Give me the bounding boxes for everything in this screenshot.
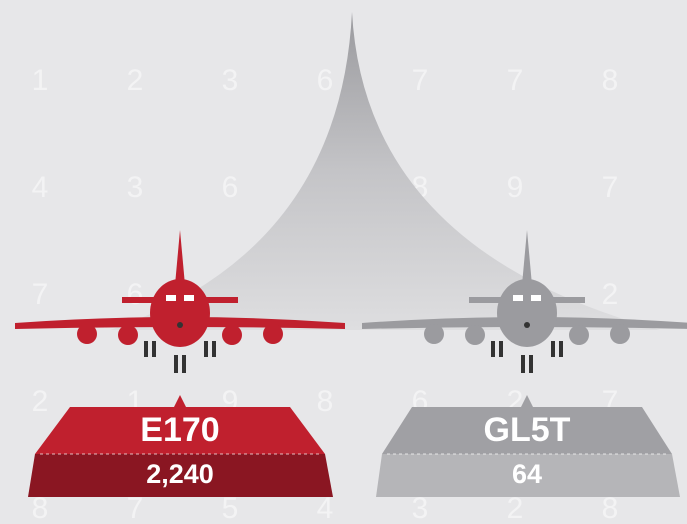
- background-digit: 3: [127, 171, 144, 204]
- aircraft-value: 2,240: [146, 459, 214, 489]
- background-digit: 1: [32, 64, 49, 97]
- background-digit: 7: [602, 171, 619, 204]
- background-digit: 7: [32, 278, 49, 311]
- background-digit: 2: [32, 385, 49, 418]
- pointer: [174, 395, 186, 407]
- background-digit: 7: [412, 64, 429, 97]
- infographic: 12367784365897766522221986278754328 E170…: [0, 0, 687, 524]
- aircraft-code: GL5T: [484, 411, 571, 449]
- background-digit: 2: [127, 64, 144, 97]
- background-digit: 7: [507, 64, 524, 97]
- background-digit: 6: [317, 64, 334, 97]
- background-digit: 6: [222, 171, 239, 204]
- aircraft-value: 64: [512, 459, 542, 489]
- background-digit: 4: [32, 171, 49, 204]
- background-digit: 2: [602, 278, 619, 311]
- aircraft-code: E170: [140, 411, 219, 449]
- background-digit: 8: [317, 385, 334, 418]
- background-digit: 8: [602, 64, 619, 97]
- background-digit: 6: [127, 278, 144, 311]
- background-digit: 3: [222, 64, 239, 97]
- background-digit: 9: [507, 171, 524, 204]
